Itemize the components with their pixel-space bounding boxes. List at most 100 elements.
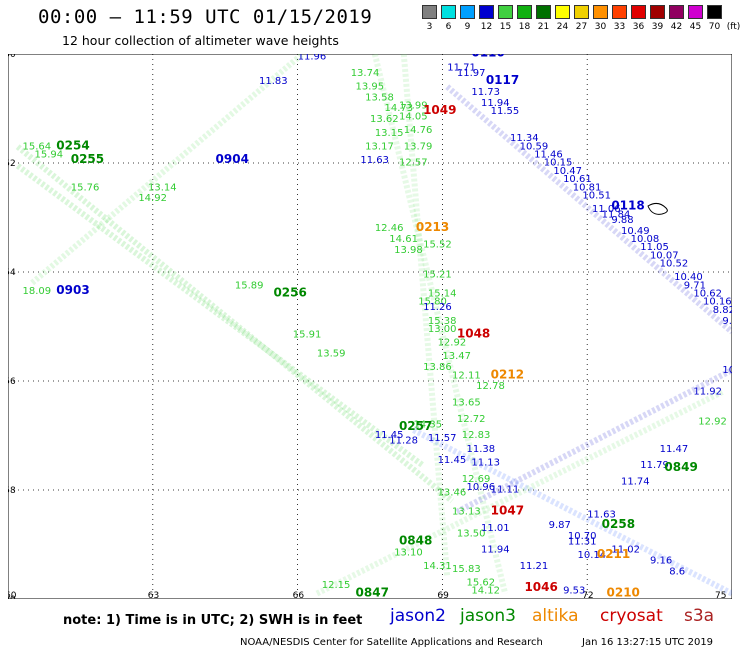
swh-value: 11.05	[640, 242, 669, 253]
lat-tick-label: -58	[8, 486, 16, 496]
swh-value: 9.87	[549, 520, 571, 531]
swh-value: 13.47	[442, 351, 471, 362]
swh-value: 13.99	[399, 101, 428, 112]
swh-value: 12.46	[375, 223, 404, 234]
ground-track	[445, 84, 732, 335]
ground-track	[15, 144, 454, 504]
swh-value: 12.69	[462, 474, 491, 485]
scale-label: 42	[670, 22, 683, 32]
scale-swatch	[422, 5, 437, 19]
swh-value: 11.97	[457, 68, 486, 79]
pass-time-label: 0903	[56, 283, 89, 297]
scale-swatch	[631, 5, 646, 19]
swh-value: 11.96	[298, 54, 327, 62]
swh-value: 11.94	[481, 98, 510, 109]
ground-track	[30, 54, 305, 286]
swh-value: 13.79	[404, 141, 433, 152]
scale-label: 30	[594, 22, 607, 32]
scale-label: 45	[689, 22, 702, 32]
pass-time-label: 0904	[216, 152, 249, 166]
lat-tick-label: -54	[8, 268, 16, 278]
swh-value: 11.63	[360, 155, 389, 166]
swh-value: 11.92	[693, 387, 722, 398]
scale-swatch	[555, 5, 570, 19]
legend-cryosat: cryosat	[600, 606, 663, 626]
swh-value: 10.62	[693, 289, 722, 300]
swh-value: 12.11	[452, 370, 481, 381]
swh-value: 11.84	[602, 210, 631, 221]
lat-tick-label: -60	[8, 595, 16, 599]
scale-swatch	[669, 5, 684, 19]
swh-value: 13.10	[394, 547, 423, 558]
swh-value: 8.6	[669, 566, 685, 577]
swh-value: 11.21	[520, 561, 549, 572]
swh-value: 13.65	[452, 398, 481, 409]
scale-label: 15	[499, 22, 512, 32]
swh-value: 10.07	[650, 250, 679, 261]
swh-value: 13.50	[457, 528, 486, 539]
swh-value: 12.57	[399, 158, 428, 169]
scale-label: 36	[632, 22, 645, 32]
swh-value: 11.06	[592, 204, 621, 215]
pass-time-label: 0257	[399, 419, 432, 433]
swh-value: 13.17	[365, 141, 394, 152]
scale-swatch	[612, 5, 627, 19]
swh-value: 15.21	[423, 269, 452, 280]
scale-swatch	[536, 5, 551, 19]
swh-value: 11.63	[587, 509, 616, 520]
swh-value: 11.45	[438, 455, 467, 466]
swh-value: 12.72	[457, 414, 486, 425]
swh-value: 15.64	[22, 141, 51, 152]
swh-value: 11.34	[510, 133, 539, 144]
pass-time-label: 0848	[399, 534, 432, 548]
swh-value: 11.13	[471, 457, 500, 468]
note-text: note: 1) Time is in UTC; 2) SWH is in fe…	[63, 613, 363, 628]
swh-value: 13.95	[356, 81, 385, 92]
scale-swatch	[593, 5, 608, 19]
legend-altika: altika	[532, 606, 579, 626]
swh-value: 11.28	[389, 436, 418, 447]
tick-labels: 60 63 66 69 72 75 -50 -52 -54 -56 -58 -60	[8, 54, 726, 599]
swh-value: 9.16	[650, 556, 672, 567]
swh-value: 11.73	[471, 87, 500, 98]
swh-value: 13.00	[428, 324, 457, 335]
pass-time-label: 0212	[491, 367, 524, 381]
swh-value: 10.15	[544, 158, 573, 169]
swh-value: 15.83	[452, 564, 481, 575]
swh-value: 11.45	[375, 430, 404, 441]
lon-tick-label: 66	[293, 591, 305, 599]
swh-value: 10.52	[660, 259, 689, 270]
swh-value: 13.86	[423, 362, 452, 373]
swh-value: 15.14	[428, 289, 457, 300]
grid	[8, 54, 732, 599]
swh-value: 10.70	[568, 531, 597, 542]
swh-value: 15.76	[71, 182, 100, 193]
swh-value: 14.73	[384, 103, 413, 114]
swh-value: 13.59	[317, 348, 346, 359]
ground-track	[371, 54, 509, 595]
pass-time-label: 0117	[486, 73, 519, 87]
lat-tick-label: -50	[8, 54, 16, 60]
scale-label: 9	[464, 22, 471, 32]
swh-value: 13.13	[452, 507, 481, 518]
scale-label: 18	[518, 22, 531, 32]
lon-tick-label: 72	[582, 591, 593, 599]
pass-time-label: 0849	[664, 460, 697, 474]
scale-swatch	[498, 5, 513, 19]
swh-value: 14.92	[138, 193, 167, 204]
legend-jason3: jason3	[460, 606, 516, 626]
swh-value: 15.62	[467, 577, 496, 588]
scale-swatch	[441, 5, 456, 19]
swh-value: 13.14	[148, 182, 177, 193]
swh-value: 11.79	[640, 460, 669, 471]
ground-track	[315, 389, 724, 597]
satellite-tracks	[15, 54, 732, 597]
swh-value: 11.83	[259, 76, 288, 87]
scale-label: 24	[556, 22, 569, 32]
swh-value: 15.38	[428, 316, 457, 327]
pass-time-label: 1048	[457, 326, 490, 340]
ground-track	[455, 367, 732, 515]
swh-value: 13.15	[375, 128, 404, 139]
lon-tick-label: 75	[715, 591, 726, 599]
